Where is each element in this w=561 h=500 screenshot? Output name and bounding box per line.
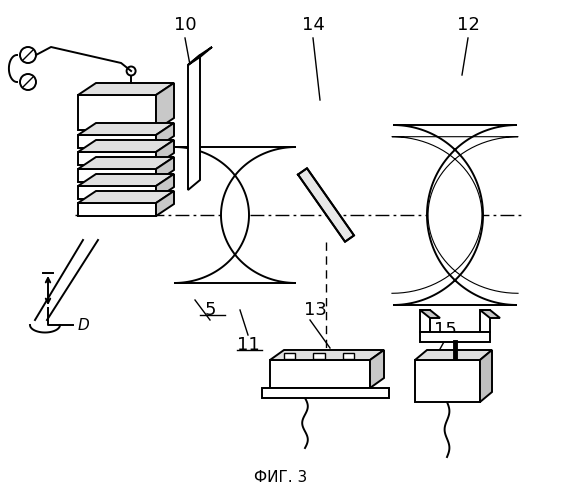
Text: 5: 5 [204, 301, 216, 319]
Text: 11: 11 [237, 336, 259, 354]
Polygon shape [156, 123, 174, 148]
Polygon shape [420, 310, 440, 318]
Polygon shape [270, 360, 370, 388]
Polygon shape [420, 332, 490, 342]
Polygon shape [188, 47, 212, 65]
Polygon shape [156, 140, 174, 165]
Text: D: D [78, 318, 90, 332]
Polygon shape [188, 55, 200, 190]
Text: 12: 12 [457, 16, 480, 34]
Text: 10: 10 [174, 16, 196, 34]
Polygon shape [480, 350, 492, 402]
Circle shape [20, 47, 36, 63]
Circle shape [127, 66, 136, 76]
Polygon shape [262, 388, 389, 398]
Polygon shape [480, 310, 490, 332]
Polygon shape [78, 95, 156, 130]
Polygon shape [78, 186, 156, 199]
Polygon shape [270, 350, 384, 360]
Polygon shape [78, 169, 156, 182]
Polygon shape [156, 191, 174, 216]
Polygon shape [415, 350, 492, 360]
Polygon shape [420, 310, 430, 332]
Polygon shape [78, 191, 174, 203]
Polygon shape [78, 203, 156, 216]
Polygon shape [78, 152, 156, 165]
Polygon shape [314, 353, 324, 358]
Polygon shape [156, 174, 174, 199]
Polygon shape [298, 168, 354, 242]
Polygon shape [78, 140, 174, 152]
Polygon shape [393, 125, 517, 305]
Polygon shape [415, 360, 480, 402]
Polygon shape [156, 83, 174, 130]
Text: 14: 14 [302, 16, 324, 34]
Polygon shape [343, 353, 354, 358]
Polygon shape [78, 135, 156, 148]
Polygon shape [78, 157, 174, 169]
Circle shape [20, 74, 36, 90]
Polygon shape [78, 83, 174, 95]
Text: ФИГ. 3: ФИГ. 3 [254, 470, 307, 486]
Polygon shape [370, 350, 384, 388]
Text: 15: 15 [434, 321, 457, 339]
Polygon shape [174, 147, 296, 283]
Polygon shape [78, 123, 174, 135]
Text: 13: 13 [304, 301, 327, 319]
Polygon shape [156, 157, 174, 182]
Polygon shape [480, 310, 500, 318]
Polygon shape [284, 353, 295, 358]
Polygon shape [78, 174, 174, 186]
